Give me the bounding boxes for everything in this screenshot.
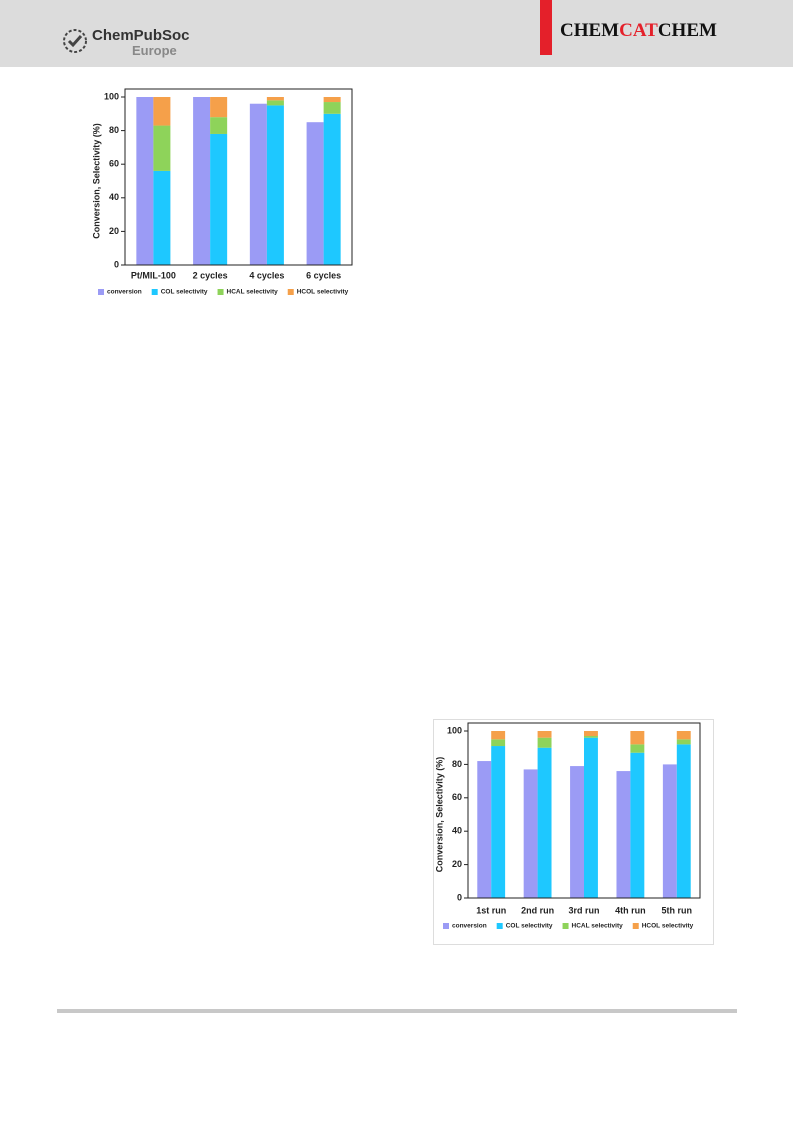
y-tick-label: 80 [109,125,119,135]
bar [630,731,645,745]
y-tick-label: 80 [452,759,462,769]
bar [676,731,691,740]
legend-label: HCAL selectivity [572,923,624,930]
bar [616,771,631,898]
bar [266,105,284,266]
bar [676,739,691,745]
bar [630,752,645,898]
bar [210,117,228,134]
bar [249,103,267,265]
journal-name: CHEMCATCHEM [560,20,717,42]
legend-swatch [496,923,503,929]
y-axis-label: Conversion, Selectivity (%) [91,123,101,239]
bar [676,744,691,898]
logo-subtext: Europe [132,43,177,58]
bar [491,739,506,747]
legend-swatch [443,923,449,929]
x-tick-label: 3rd run [568,905,599,915]
footer-rule [57,1009,737,1013]
y-tick-label: 60 [109,159,119,169]
bar [153,97,171,126]
legend-label: HCAL selectivity [227,289,279,296]
bar [662,764,677,898]
red-bar [540,0,552,55]
legend-swatch [287,289,294,295]
logo-text: ChemPubSoc [92,27,190,44]
bar [153,125,171,171]
journal-part: CHEM [657,20,717,41]
legend-swatch [562,923,569,929]
bar [306,122,324,265]
bar [136,97,154,265]
bar [537,737,552,748]
bar [266,100,284,106]
y-tick-label: 40 [452,826,462,836]
y-tick-label: 20 [109,226,119,236]
bar [477,761,492,898]
legend-swatch [632,923,639,929]
y-tick-label: 100 [104,91,119,101]
y-axis-label: Conversion, Selectivity (%) [434,757,444,873]
chart: 0 20 40 60 80 100 Conversion, Selectivity (%) P… [91,88,353,296]
legend-label: conversion [452,923,487,930]
legend-label: HCOL selectivity [297,289,349,296]
legend-label: conversion [107,289,142,296]
bar [491,746,506,898]
y-tick-label: 100 [447,725,462,735]
bar [193,97,211,265]
y-tick-label: 0 [457,892,462,902]
bar [153,170,171,265]
y-tick-label: 20 [452,859,462,869]
header-band: ChemPubSoc Europe CHEMCATCHEM [0,0,793,67]
x-tick-label: 1st run [476,905,506,915]
x-tick-label: 4th run [615,905,646,915]
journal-part: CAT [619,20,658,41]
y-tick-label: 60 [452,792,462,802]
x-tick-label: 2 cycles [193,270,228,280]
legend-label: HCOL selectivity [642,923,694,930]
bar [584,737,598,898]
y-tick-label: 0 [114,259,119,269]
plot-frame [124,88,353,266]
bar [630,744,645,753]
bar [210,97,228,118]
x-tick-label: 6 cycles [306,270,341,280]
y-tick-label: 40 [109,192,119,202]
x-tick-label: Pt/MIL-100 [131,270,176,280]
bar [537,747,552,898]
bar [323,97,341,103]
logo-icon [63,29,87,53]
x-tick-label: 2nd run [521,905,554,915]
bar [523,769,538,898]
bar [570,766,584,898]
bar [584,736,598,738]
bar [210,133,228,265]
bar [266,97,284,101]
bar [491,731,506,740]
bar [323,113,341,265]
journal-part: CHEM [560,20,620,41]
legend-label: COL selectivity [506,923,553,930]
bar [537,731,552,738]
legend-swatch [217,289,224,295]
legend-label: COL selectivity [161,289,208,296]
x-tick-label: 4 cycles [249,270,284,280]
chart: 0 20 40 60 80 100 Conversion, Selectivity (%) 1… [433,719,714,945]
bar [584,731,598,737]
x-tick-label: 5th run [662,905,693,915]
bar [323,102,341,114]
legend-swatch [98,289,104,295]
chart-border [433,719,714,945]
plot-frame [467,722,701,899]
legend-swatch [151,289,158,295]
